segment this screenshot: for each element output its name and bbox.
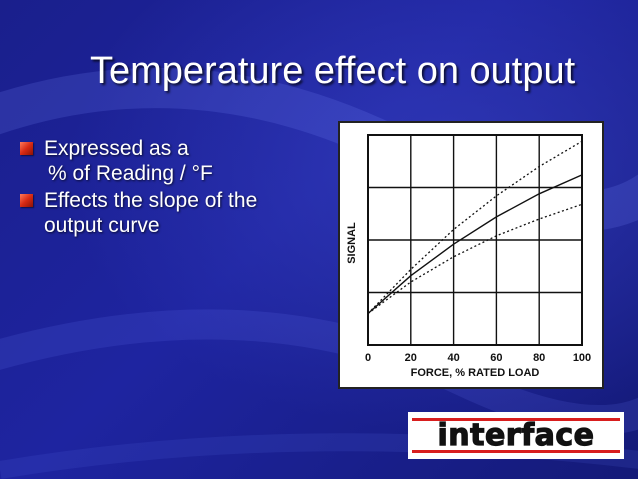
bullet-text: % of Reading / °F (48, 162, 213, 185)
bullet-square-icon (20, 194, 33, 207)
interface-logo-icon: interface (412, 417, 620, 454)
chart-x-tick-label: 20 (405, 352, 417, 364)
chart-series (367, 140, 583, 315)
chart-series-line-band (367, 140, 583, 314)
chart-x-tick-label: 80 (533, 352, 545, 364)
bullet-list: Expressed as a % of Reading / °F Effects… (20, 136, 340, 240)
bullet-item: Expressed as a (20, 136, 340, 161)
chart-x-ticks: 0 20 40 60 80 100 (365, 352, 591, 364)
chart-series-line-nominal (367, 174, 583, 315)
bullet-square-icon (20, 142, 33, 155)
bullet-text: Effects the slope of the (44, 189, 258, 212)
chart-panel: 0 20 40 60 80 100 FORCE, % RATED LOAD SIGNAL (338, 121, 604, 389)
chart-grid (367, 134, 583, 346)
logo-wordmark: interface (437, 418, 594, 453)
chart-x-axis-label: FORCE, % RATED LOAD (411, 367, 540, 379)
bullet-text: output curve (44, 214, 160, 237)
bullet-item: Effects the slope of the (20, 188, 340, 213)
chart-y-axis-label: SIGNAL (346, 222, 358, 264)
interface-logo: interface (408, 412, 624, 459)
chart-x-tick-label: 0 (365, 352, 371, 364)
chart-x-tick-label: 60 (490, 352, 502, 364)
chart-x-tick-label: 100 (573, 352, 591, 364)
chart-x-tick-label: 40 (447, 352, 459, 364)
slide-title: Temperature effect on output (90, 50, 576, 92)
bullet-continuation: % of Reading / °F (20, 161, 340, 186)
bullet-continuation: output curve (20, 213, 340, 238)
bullet-text: Expressed as a (44, 137, 189, 160)
output-curve-chart: 0 20 40 60 80 100 FORCE, % RATED LOAD SIGNAL (346, 134, 591, 379)
chart-series-line-band (367, 203, 583, 315)
